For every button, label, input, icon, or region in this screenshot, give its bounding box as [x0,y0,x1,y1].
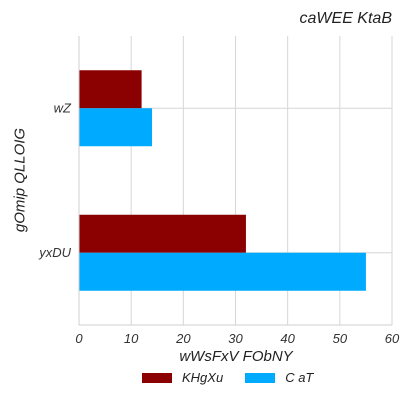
legend-item-series-2: C aT [245,370,313,385]
x-tick-label: 20 [175,331,191,346]
x-tick-label: 40 [280,331,295,346]
legend-label-series-2: C aT [285,370,314,385]
y-tick-label: wZ [54,100,72,115]
bar-1-wZ [79,70,142,109]
x-tick-label: 60 [385,331,400,346]
legend-swatch-series-1 [142,372,172,383]
x-tick-label: 30 [228,331,243,346]
x-tick-label: 10 [124,331,139,346]
bar-1-yxDU [79,214,246,253]
y-tick-label: yxDU [38,245,71,260]
legend-item-series-1: KHgXu [142,370,223,385]
x-tick-label: 0 [75,331,83,346]
legend-label-series-1: KHgXu [182,370,224,385]
x-tick-label: 50 [333,331,348,346]
bar-2-wZ [79,108,153,147]
bar-2-yxDU [79,252,366,291]
legend: KHgXu C aT [142,370,335,385]
legend-swatch-series-2 [245,372,276,383]
x-axis-label: wWsFxV FObNY [179,348,293,365]
chart-title: caWEE KtaB [299,10,392,27]
